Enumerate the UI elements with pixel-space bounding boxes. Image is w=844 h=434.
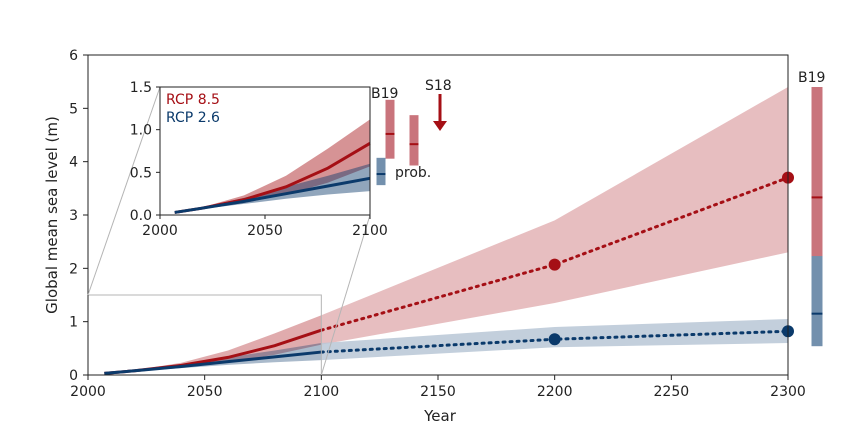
inset-side-bar-2	[376, 157, 386, 186]
x-tick-label-6: 2300	[770, 384, 806, 400]
side-bar-0	[811, 87, 823, 269]
inset-y-tick-label-2: 1.0	[130, 123, 152, 139]
inset-side-bar-1	[409, 115, 419, 166]
inset-y-tick-label-0: 0.0	[130, 208, 152, 224]
y-tick-label-6: 6	[69, 48, 78, 64]
x-tick-label-5: 2250	[654, 384, 690, 400]
inset-line-1	[174, 176, 371, 214]
y-tick-label-0: 0	[69, 368, 78, 384]
y-axis-title: Global mean sea level (m)	[43, 116, 61, 314]
inset-legend-rcp85: RCP 8.5	[166, 92, 220, 108]
inset-side-bar-0	[385, 99, 395, 159]
inset-layer: 2000 2050 2100 0.0 0.5 1.0 1.5	[130, 80, 447, 239]
x-tick-label-3: 2150	[420, 384, 456, 400]
zoom-connector-left	[87, 86, 161, 296]
projection-line-0	[319, 176, 790, 332]
inset-x-tick-label-2: 2100	[352, 223, 388, 239]
inset-prob-label: prob.	[395, 165, 431, 181]
y-tick-label-3: 3	[69, 208, 78, 224]
inset-y-tick-label-3: 1.5	[130, 80, 152, 96]
axes-layer: 2000 2050 2100 2150 2200 2250 2300 0 1 2 3 4 5 6	[69, 48, 806, 400]
side-bar-1	[811, 256, 823, 347]
y-tick-label-5: 5	[69, 101, 78, 117]
inset-b19-label: B19	[371, 86, 398, 102]
x-tick-label-0: 2000	[70, 384, 106, 400]
y-tick-label-2: 2	[69, 261, 78, 277]
x-tick-label-1: 2050	[187, 384, 223, 400]
x-tick-label-4: 2200	[537, 384, 573, 400]
main-b19-label: B19	[798, 70, 825, 86]
zoom-connector-right	[320, 214, 371, 376]
x-axis-title: Year	[423, 407, 457, 425]
inset-s18-label: S18	[425, 78, 452, 94]
y-tick-label-4: 4	[69, 155, 78, 171]
x-tick-label-2: 2100	[304, 384, 340, 400]
s18-arrow-head	[433, 121, 447, 131]
marker-1-0	[548, 333, 561, 346]
labels-layer: Year Global mean sea level (m) RCP 8.5 R…	[43, 70, 825, 425]
series-line-1	[104, 350, 322, 375]
inset-band-1	[174, 163, 370, 213]
projection-band-0	[321, 87, 788, 345]
inset-legend-rcp26: RCP 2.6	[166, 110, 220, 126]
inset-x-tick-label-0: 2000	[142, 223, 178, 239]
marker-0-0	[548, 258, 561, 271]
y-tick-label-1: 1	[69, 315, 78, 331]
inset-x-tick-label-1: 2050	[247, 223, 283, 239]
inset-y-tick-label-1: 0.5	[130, 165, 152, 181]
historic-band-1	[104, 343, 322, 374]
lines-layer	[104, 87, 823, 375]
